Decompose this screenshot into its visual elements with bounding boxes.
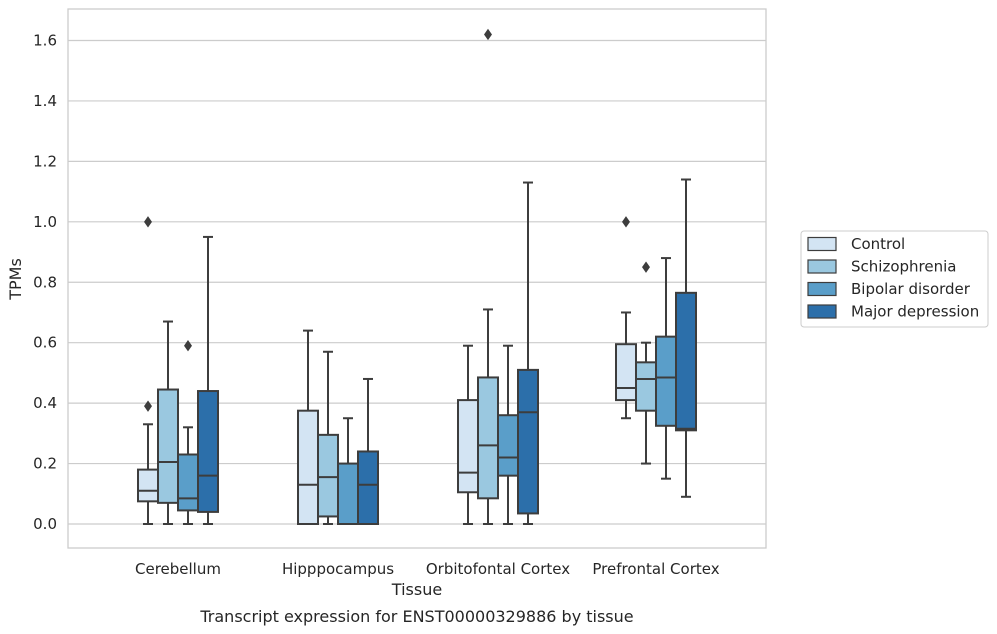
- box-plot: [317, 350, 339, 525]
- box-plot: [177, 340, 199, 525]
- box-plot: [137, 216, 159, 525]
- box-plot: [197, 235, 219, 525]
- outlier-marker: [642, 261, 650, 273]
- box: [137, 468, 159, 503]
- series-major-depression: [197, 178, 697, 526]
- legend-swatch: [807, 304, 837, 319]
- box: [157, 388, 179, 504]
- box-plot: [457, 344, 479, 525]
- box-plot: [635, 261, 657, 465]
- figure-caption: Transcript expression for ENST0000032988…: [199, 607, 633, 626]
- outlier-marker: [184, 340, 192, 352]
- y-tick-label: 1.6: [33, 32, 57, 50]
- legend-frame: [800, 230, 989, 328]
- outlier-marker: [622, 216, 630, 228]
- y-tick-label: 1.0: [33, 213, 57, 231]
- box: [177, 453, 199, 512]
- series-control: [137, 216, 637, 525]
- box-plot: [655, 257, 677, 480]
- box-plot: [675, 178, 697, 498]
- box-plot: [497, 344, 519, 525]
- y-tick-label: 0.2: [33, 455, 57, 473]
- box: [675, 291, 697, 432]
- box: [317, 433, 339, 518]
- x-tick-labels: Cerebellum Hipppocampus Orbitofontal Corte…: [135, 560, 720, 578]
- outlier-marker: [144, 400, 152, 412]
- y-tick-label: 0.6: [33, 334, 57, 352]
- y-tick-label: 1.2: [33, 152, 57, 170]
- y-tick-label: 0.8: [33, 273, 57, 291]
- legend-swatch: [807, 259, 837, 274]
- y-axis-title: TPMs: [6, 258, 25, 301]
- x-tick-label: Hipppocampus: [282, 560, 394, 578]
- box-groups: [137, 28, 697, 526]
- box: [615, 343, 637, 402]
- series-schizophrenia: [157, 28, 657, 525]
- box: [497, 414, 519, 477]
- box: [457, 399, 479, 494]
- box-plot: [297, 329, 319, 525]
- x-tick-label: Cerebellum: [135, 560, 221, 578]
- box-plot: [357, 377, 379, 526]
- outlier-marker: [144, 216, 152, 228]
- legend-label: Bipolar disorder: [851, 280, 971, 298]
- box: [297, 409, 319, 525]
- outlier-marker: [484, 28, 492, 41]
- y-tick-label: 0.0: [33, 515, 57, 533]
- y-tick-label: 1.4: [33, 92, 57, 110]
- box: [337, 462, 359, 525]
- y-tick-label: 0.4: [33, 394, 57, 412]
- box: [477, 376, 499, 500]
- legend-label: Schizophrenia: [851, 258, 956, 276]
- y-tick-labels: 0.0 0.2 0.4 0.6 0.8 1.0 1.2 1.4 1.6: [33, 32, 57, 534]
- box-plot: [477, 28, 499, 525]
- box: [197, 390, 219, 513]
- box: [655, 335, 677, 427]
- box: [635, 361, 657, 412]
- legend-label: Major depression: [851, 303, 979, 321]
- box: [357, 450, 379, 526]
- x-tick-label: Orbitofontal Cortex: [426, 560, 570, 578]
- series-bipolar-disorder: [177, 257, 677, 525]
- legend-swatch: [807, 236, 837, 252]
- legend-swatch: [807, 281, 837, 297]
- x-tick-label: Prefrontal Cortex: [592, 560, 719, 578]
- plot-area-frame: [67, 8, 767, 549]
- box-plot: [615, 216, 637, 420]
- legend: Control Schizophrenia Bipolar disorder Majo…: [800, 230, 989, 328]
- legend-label: Control: [851, 235, 905, 253]
- x-axis-title: Tissue: [391, 580, 442, 599]
- box-plot: [157, 320, 179, 525]
- box-plot: [517, 181, 539, 525]
- box-plot: [337, 417, 359, 525]
- box: [517, 368, 539, 515]
